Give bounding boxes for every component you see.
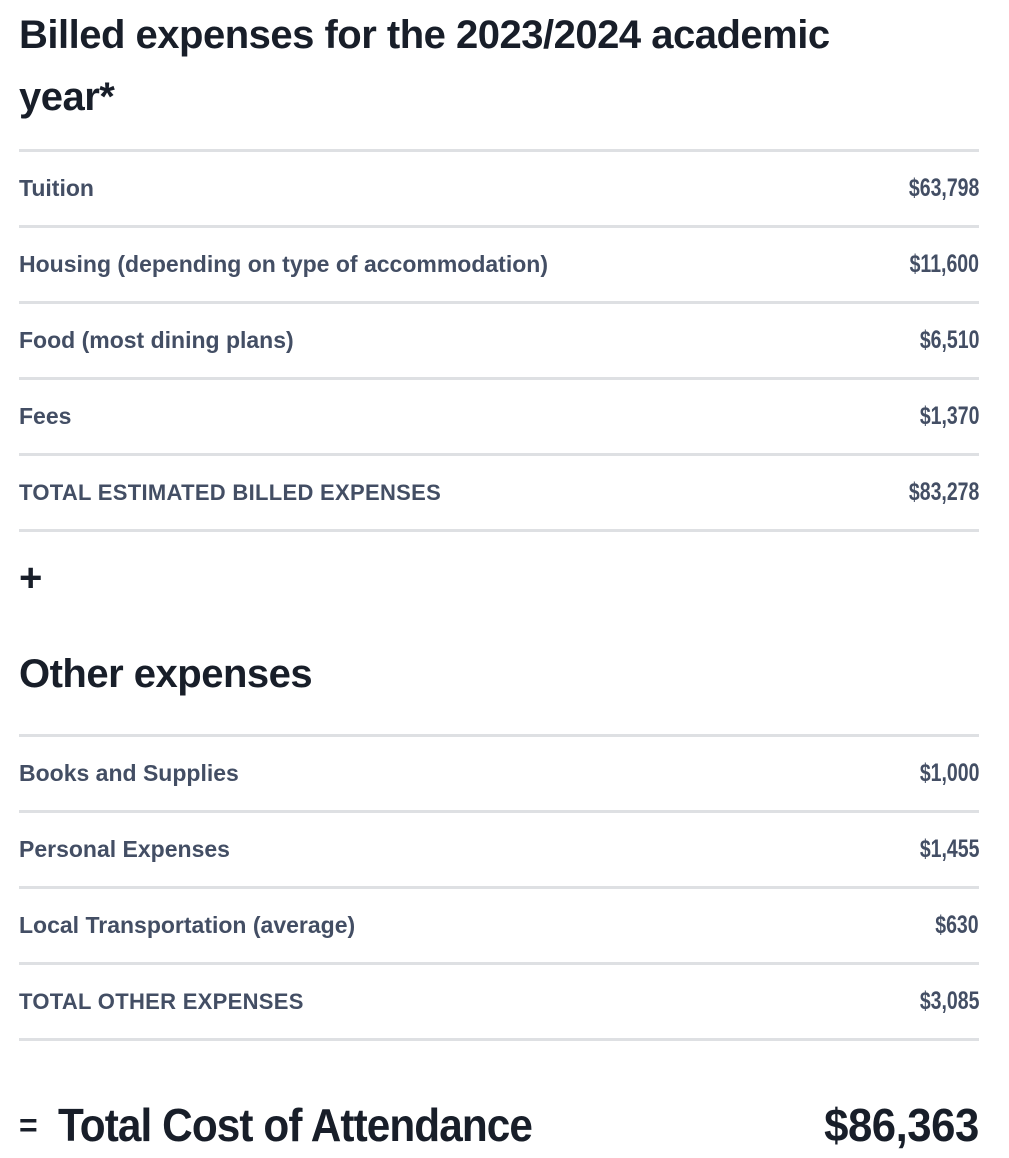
total-row: TOTAL ESTIMATED BILLED EXPENSES $83,278 [19,453,979,529]
total-row: TOTAL OTHER EXPENSES $3,085 [19,962,979,1038]
table-row: Personal Expenses $1,455 [19,810,979,886]
table-row: Books and Supplies $1,000 [19,734,979,810]
plus-operator: + [19,556,43,600]
row-label: Housing (depending on type of accommodat… [19,251,548,277]
page-title: Billed expenses for the 2023/2024 academ… [19,13,830,119]
row-amount: $1,000 [919,759,979,787]
row-amount: $6,510 [919,326,979,354]
grand-total-label: Total Cost of Attendance [57,1099,533,1151]
total-row-label: TOTAL OTHER EXPENSES [19,988,304,1014]
row-label: Books and Supplies [19,760,239,786]
table-row: Local Transportation (average) $630 [19,886,979,962]
grand-total-amount: $86,363 [824,1099,979,1151]
row-amount: $63,798 [908,174,979,202]
total-row-label: TOTAL ESTIMATED BILLED EXPENSES [19,479,442,505]
row-label: Personal Expenses [19,836,230,862]
other-expenses-table: Books and Supplies $1,000 Personal Expen… [19,734,979,1041]
equals-operator: = [19,1107,38,1143]
row-amount: $1,455 [919,835,979,863]
row-label: Local Transportation (average) [19,912,356,938]
row-amount: $630 [935,911,979,939]
row-label: Fees [19,403,72,429]
row-label: Food (most dining plans) [19,327,294,353]
row-amount: $11,600 [909,250,979,278]
row-label: Tuition [19,175,94,201]
table-row: Tuition $63,798 [19,149,979,225]
total-row-amount: $3,085 [919,987,979,1015]
table-row: Fees $1,370 [19,377,979,453]
other-expenses-heading: Other expenses [19,652,313,696]
table-row: Food (most dining plans) $6,510 [19,301,979,377]
grand-total-row: = Total Cost of Attendance $86,363 [19,1099,979,1151]
total-row-amount: $83,278 [908,478,979,506]
row-amount: $1,370 [919,402,979,430]
table-row: Housing (depending on type of accommodat… [19,225,979,301]
billed-expenses-table: Tuition $63,798 Housing (depending on ty… [19,149,979,532]
